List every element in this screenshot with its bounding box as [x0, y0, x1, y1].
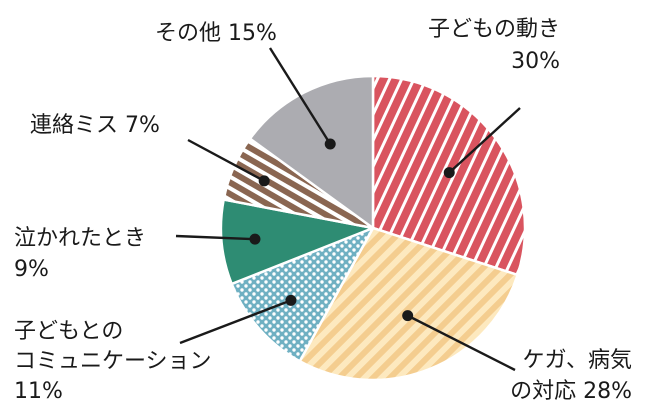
callout-dot	[249, 233, 261, 245]
callout-dot	[285, 294, 297, 306]
slice-label: 泣かれたとき	[14, 226, 146, 251]
slice-label: ケガ、病気	[522, 348, 632, 373]
pie-slice	[298, 226, 519, 382]
callout-dot	[443, 167, 455, 179]
callout-line	[268, 47, 332, 145]
callout-dot	[402, 310, 414, 322]
slice-label: 子どもとの	[14, 319, 123, 344]
callout-line	[175, 234, 256, 241]
callout-dot	[258, 175, 270, 187]
slice-label: 連絡ミス 7%	[30, 113, 160, 138]
pie-slices	[219, 74, 527, 382]
slice-label: 11%	[14, 379, 63, 404]
slice-label: その他 15%	[155, 21, 277, 46]
callout-line	[187, 138, 265, 182]
pie-slice	[248, 74, 375, 230]
pie-slice	[230, 226, 375, 363]
callout-dot	[324, 138, 336, 150]
slice-label: 30%	[511, 49, 560, 74]
slice-label: コミュニケーション	[14, 349, 212, 374]
pie-slice	[219, 198, 375, 286]
slice-label: 子どもの動き	[428, 17, 560, 42]
callout-line	[179, 299, 292, 345]
callout-lines	[175, 47, 521, 372]
slice-label: の対応 28%	[510, 379, 632, 404]
slice-label: 9%	[14, 257, 49, 282]
callout-line	[448, 107, 521, 174]
callout-line	[407, 314, 516, 372]
